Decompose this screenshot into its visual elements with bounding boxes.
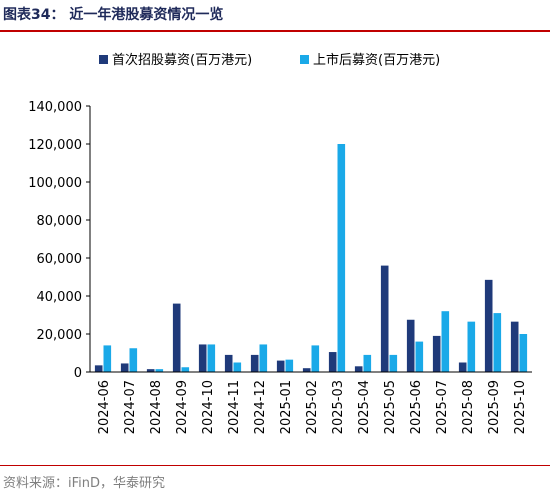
y-tick-label: 0 — [74, 366, 82, 381]
x-tick-label: 2024-06 — [97, 380, 112, 434]
y-tick-label: 100,000 — [28, 176, 82, 191]
bar-post-listing — [207, 344, 216, 372]
bar-ipo — [224, 354, 233, 372]
y-tick-label: 140,000 — [28, 100, 82, 115]
bar-ipo — [354, 366, 363, 372]
bar-post-listing — [467, 321, 476, 372]
y-axis: 0 20,000 40,000 60,000 80,000 100,000 120,000 1… — [28, 100, 91, 381]
source-divider — [0, 465, 550, 466]
bar-post-listing — [155, 369, 164, 372]
bar-ipo — [276, 360, 285, 372]
y-tick-label: 40,000 — [37, 290, 83, 305]
x-tick-label: 2025-06 — [409, 380, 424, 434]
x-tick-label: 2025-04 — [357, 380, 372, 434]
bar-post-listing — [389, 354, 398, 372]
x-tick-label: 2025-10 — [513, 380, 528, 434]
bar-post-listing — [259, 344, 268, 372]
y-tick-label: 120,000 — [28, 138, 82, 153]
bar-post-listing — [519, 334, 528, 372]
bar-ipo — [458, 362, 467, 372]
y-tick-label: 20,000 — [37, 328, 83, 343]
bar-ipo — [94, 365, 103, 372]
x-tick-label: 2024-08 — [149, 380, 164, 434]
bar-chart: 首次招股募资(百万港元) 上市后募资(百万港元) 0 20,000 40,000 60… — [28, 52, 532, 434]
x-tick-label: 2025-05 — [383, 380, 398, 434]
legend: 首次招股募资(百万港元) 上市后募资(百万港元) — [99, 52, 440, 68]
bar-ipo — [328, 352, 337, 372]
bar-ipo — [484, 279, 493, 372]
x-tick-label: 2024-07 — [123, 380, 138, 434]
bar-ipo — [406, 319, 415, 372]
title-divider — [0, 30, 550, 32]
bar-post-listing — [311, 345, 320, 372]
x-tick-label: 2025-08 — [461, 380, 476, 434]
bar-ipo — [198, 344, 207, 372]
bar-ipo — [120, 363, 129, 372]
bar-post-listing — [181, 367, 190, 372]
bar-ipo — [432, 335, 441, 372]
bar-post-listing — [285, 359, 294, 372]
x-tick-label: 2025-03 — [331, 380, 346, 434]
bar-ipo — [380, 265, 389, 372]
x-axis: 2024-06 2024-07 2024-08 2024-09 2024-10 2024-… — [90, 371, 532, 434]
x-tick-label: 2025-02 — [305, 380, 320, 434]
bar-ipo — [302, 368, 311, 372]
x-tick-label: 2025-07 — [435, 380, 450, 434]
bar-post-listing — [129, 348, 138, 372]
x-tick-label: 2024-11 — [227, 380, 242, 434]
bar-post-listing — [415, 341, 424, 372]
x-tick-label: 2024-12 — [253, 380, 268, 434]
legend-swatch-post-listing — [300, 55, 309, 64]
x-tick-label: 2025-09 — [487, 380, 502, 434]
bar-post-listing — [441, 311, 450, 372]
y-tick-label: 60,000 — [37, 252, 83, 267]
legend-label-ipo: 首次招股募资(百万港元) — [112, 52, 252, 68]
x-tick-label: 2024-10 — [201, 380, 216, 434]
legend-label-post-listing: 上市后募资(百万港元) — [313, 52, 440, 68]
chart-title: 图表34： 近一年港股募资情况一览 — [3, 7, 224, 23]
bar-ipo — [146, 369, 155, 372]
x-tick-label: 2024-09 — [175, 380, 190, 434]
bar-post-listing — [363, 354, 372, 372]
bar-post-listing — [233, 362, 242, 372]
source-note: 资料来源：iFinD，华泰研究 — [3, 476, 166, 491]
bar-ipo — [250, 354, 259, 372]
bar-ipo — [510, 321, 519, 372]
legend-swatch-ipo — [99, 55, 108, 64]
bar-post-listing — [103, 345, 112, 372]
x-tick-label: 2025-01 — [279, 380, 294, 434]
bar-post-listing — [337, 144, 346, 372]
bars — [94, 144, 528, 372]
bar-ipo — [172, 303, 181, 372]
y-tick-label: 80,000 — [37, 214, 83, 229]
bar-post-listing — [493, 313, 502, 372]
